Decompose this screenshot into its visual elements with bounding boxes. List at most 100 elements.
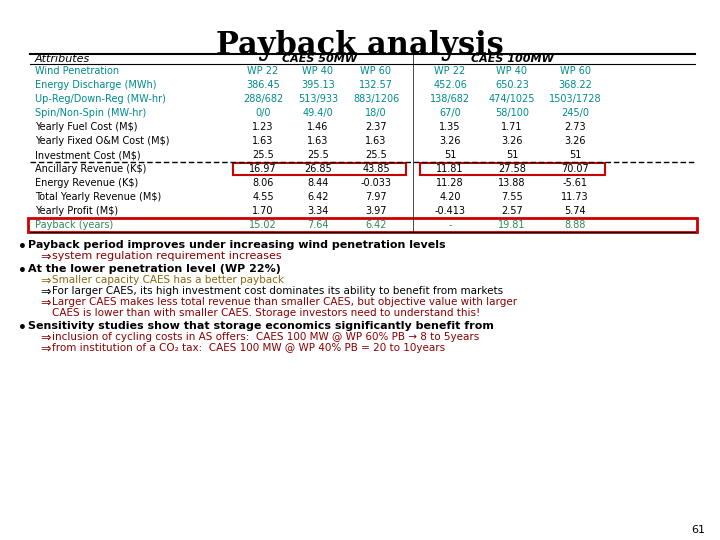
Text: 58/100: 58/100 xyxy=(495,108,529,118)
Text: 452.06: 452.06 xyxy=(433,80,467,90)
Text: -0.413: -0.413 xyxy=(434,206,466,216)
Text: -: - xyxy=(449,220,451,230)
Text: 1.46: 1.46 xyxy=(307,122,329,132)
Text: Yearly Fuel Cost (M$): Yearly Fuel Cost (M$) xyxy=(35,122,138,132)
Text: 3.97: 3.97 xyxy=(365,206,387,216)
Text: Energy Revenue (K$): Energy Revenue (K$) xyxy=(35,178,138,188)
Bar xyxy=(233,163,406,175)
Text: 11.28: 11.28 xyxy=(436,178,464,188)
Text: 883/1206: 883/1206 xyxy=(353,94,399,104)
Text: 513/933: 513/933 xyxy=(298,94,338,104)
Text: 245/0: 245/0 xyxy=(561,108,589,118)
Text: 51: 51 xyxy=(506,150,518,160)
Text: 1.70: 1.70 xyxy=(252,206,274,216)
Text: Yearly Profit (M$): Yearly Profit (M$) xyxy=(35,206,118,216)
Text: 18/0: 18/0 xyxy=(365,108,387,118)
Text: 7.97: 7.97 xyxy=(365,192,387,202)
Text: 2.57: 2.57 xyxy=(501,206,523,216)
Text: Attributes: Attributes xyxy=(35,54,90,64)
Text: 8.06: 8.06 xyxy=(252,178,274,188)
Text: 1.63: 1.63 xyxy=(307,136,329,146)
Text: Payback analysis: Payback analysis xyxy=(216,30,504,61)
Text: 4.55: 4.55 xyxy=(252,192,274,202)
Text: At the lower penetration level (WP 22%): At the lower penetration level (WP 22%) xyxy=(28,264,281,274)
Text: 1.63: 1.63 xyxy=(252,136,274,146)
Text: system regulation requirement increases: system regulation requirement increases xyxy=(52,251,282,261)
Text: Up-Reg/Down-Reg (MW-hr): Up-Reg/Down-Reg (MW-hr) xyxy=(35,94,166,104)
Text: Total Yearly Revenue (M$): Total Yearly Revenue (M$) xyxy=(35,192,161,202)
Text: 132.57: 132.57 xyxy=(359,80,393,90)
Text: 25.5: 25.5 xyxy=(252,150,274,160)
Text: 474/1025: 474/1025 xyxy=(489,94,535,104)
Text: 138/682: 138/682 xyxy=(430,94,470,104)
Text: 5.74: 5.74 xyxy=(564,206,586,216)
Text: 1.35: 1.35 xyxy=(439,122,461,132)
Text: 25.5: 25.5 xyxy=(307,150,329,160)
Text: •: • xyxy=(18,321,27,335)
Text: CAES 50MW: CAES 50MW xyxy=(282,54,357,64)
Text: 8.44: 8.44 xyxy=(307,178,329,188)
Text: Yearly Fixed O&M Cost (M$): Yearly Fixed O&M Cost (M$) xyxy=(35,136,169,146)
Text: 8.88: 8.88 xyxy=(564,220,585,230)
Text: Wind Penetration: Wind Penetration xyxy=(35,66,119,76)
Text: 650.23: 650.23 xyxy=(495,80,529,90)
Text: 2.37: 2.37 xyxy=(365,122,387,132)
Text: ⇒: ⇒ xyxy=(40,286,50,299)
Text: 25.5: 25.5 xyxy=(365,150,387,160)
Text: Energy Discharge (MWh): Energy Discharge (MWh) xyxy=(35,80,156,90)
Text: 19.81: 19.81 xyxy=(498,220,526,230)
Text: 6.42: 6.42 xyxy=(307,192,329,202)
Text: 1.63: 1.63 xyxy=(365,136,387,146)
Bar xyxy=(420,163,605,175)
Text: -0.033: -0.033 xyxy=(361,178,392,188)
Text: 1.71: 1.71 xyxy=(501,122,523,132)
Text: 3.26: 3.26 xyxy=(501,136,523,146)
Text: 386.45: 386.45 xyxy=(246,80,280,90)
Text: 51: 51 xyxy=(444,150,456,160)
Text: WP 22: WP 22 xyxy=(434,66,466,76)
Text: 51: 51 xyxy=(569,150,581,160)
Text: Sensitivity studies show that storage economics significantly benefit from: Sensitivity studies show that storage ec… xyxy=(28,321,494,331)
Text: 3.34: 3.34 xyxy=(307,206,329,216)
Text: inclusion of cycling costs in AS offers:  CAES 100 MW @ WP 60% PB → 8 to 5years: inclusion of cycling costs in AS offers:… xyxy=(52,332,480,342)
Text: Spin/Non-Spin (MW-hr): Spin/Non-Spin (MW-hr) xyxy=(35,108,146,118)
Text: Payback period improves under increasing wind penetration levels: Payback period improves under increasing… xyxy=(28,240,446,250)
Text: 15.02: 15.02 xyxy=(249,220,277,230)
Text: Larger CAES makes less total revenue than smaller CAES, but objective value with: Larger CAES makes less total revenue tha… xyxy=(52,297,517,307)
Text: Investment Cost (M$): Investment Cost (M$) xyxy=(35,150,140,160)
Text: 49.4/0: 49.4/0 xyxy=(302,108,333,118)
Text: -5.61: -5.61 xyxy=(562,178,588,188)
Text: 13.88: 13.88 xyxy=(498,178,526,188)
Text: 43.85: 43.85 xyxy=(362,164,390,174)
Text: CAES is lower than with smaller CAES. Storage investors need to understand this!: CAES is lower than with smaller CAES. St… xyxy=(52,308,480,318)
Text: •: • xyxy=(18,264,27,278)
Text: 395.13: 395.13 xyxy=(301,80,335,90)
Text: CAES 100MW: CAES 100MW xyxy=(471,54,554,64)
Text: 26.85: 26.85 xyxy=(304,164,332,174)
Text: 0/0: 0/0 xyxy=(256,108,271,118)
Text: 16.97: 16.97 xyxy=(249,164,276,174)
Text: 11.73: 11.73 xyxy=(561,192,589,202)
Text: For larger CAES, its high investment cost dominates its ability to benefit from : For larger CAES, its high investment cos… xyxy=(52,286,503,296)
Text: 27.58: 27.58 xyxy=(498,164,526,174)
Text: 70.07: 70.07 xyxy=(561,164,589,174)
Text: 7.55: 7.55 xyxy=(501,192,523,202)
Text: Ancillary Revenue (K$): Ancillary Revenue (K$) xyxy=(35,164,146,174)
Text: WP 60: WP 60 xyxy=(559,66,590,76)
Text: 1.23: 1.23 xyxy=(252,122,274,132)
Text: •: • xyxy=(18,240,27,254)
Text: 368.22: 368.22 xyxy=(558,80,592,90)
Bar xyxy=(28,218,697,232)
Text: Payback (years): Payback (years) xyxy=(35,220,113,230)
Text: 11.81: 11.81 xyxy=(436,164,464,174)
Text: 7.64: 7.64 xyxy=(307,220,329,230)
Text: ⇒: ⇒ xyxy=(40,297,50,310)
Text: ⇒: ⇒ xyxy=(40,343,50,356)
Text: 4.20: 4.20 xyxy=(439,192,461,202)
Text: 3.26: 3.26 xyxy=(439,136,461,146)
Text: 2.73: 2.73 xyxy=(564,122,586,132)
Text: ⇒: ⇒ xyxy=(40,332,50,345)
Text: 1503/1728: 1503/1728 xyxy=(549,94,601,104)
Text: Smaller capacity CAES has a better payback: Smaller capacity CAES has a better payba… xyxy=(52,275,284,285)
Text: 3.26: 3.26 xyxy=(564,136,586,146)
